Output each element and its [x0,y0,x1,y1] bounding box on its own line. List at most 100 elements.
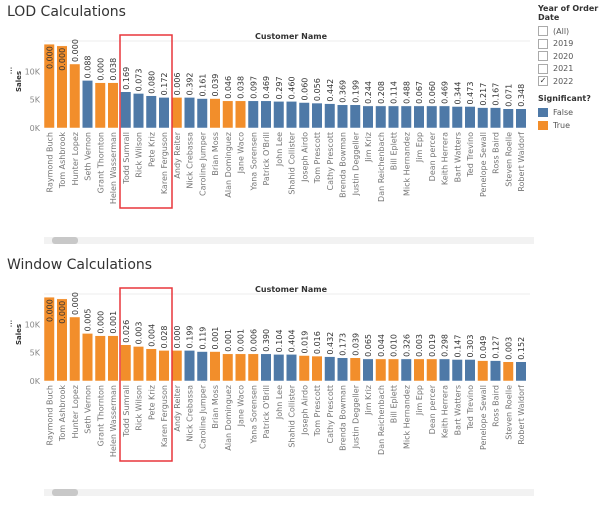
customer-name-label[interactable]: Alan Dominguez [224,132,233,198]
customer-name-label[interactable]: Brenda Bowman [339,385,348,451]
customer-name-label[interactable]: Seth Vernon [84,385,93,434]
customer-name-label[interactable]: Andy Reiter [173,131,182,178]
checkbox[interactable] [538,63,548,74]
customer-name-label[interactable]: Dan Reichenbach [377,385,386,455]
customer-name-label[interactable]: Robert Waldorf [517,385,526,445]
customer-name-label[interactable]: Karen Ferguson [160,132,169,194]
year-filter-option[interactable]: ✓ 2022 [538,75,612,88]
customer-name-label[interactable]: Mick Hernandez [402,132,411,196]
year-filter-option[interactable]: 2020 [538,50,612,63]
customer-name-label[interactable]: Justin Deggeller [351,131,360,196]
customer-name-label[interactable]: Pete Kriz [147,132,156,167]
customer-name-label[interactable]: Jane Waco [237,132,246,174]
customer-name-label[interactable]: Tom Prescott [313,385,322,437]
customer-name-label[interactable]: Shahid Collister [288,131,297,194]
customer-name-label[interactable]: Jim Kriz [364,385,373,416]
bar [196,98,208,129]
customer-name-label[interactable]: Tom Ashbrook [58,385,67,442]
customer-name-label[interactable]: Hunter Lopez [71,385,80,438]
customer-name-label[interactable]: Keith Herrera [441,385,450,438]
customer-name-label[interactable]: Ross Baird [492,385,501,427]
customer-name-label[interactable]: Rick Wilson [135,385,144,431]
customer-name-label[interactable]: Mick Hernandez [402,385,411,449]
customer-name-label[interactable]: Grant Thornton [96,385,105,446]
customer-name-label[interactable]: Caroline Jumper [198,384,207,449]
customer-name-label[interactable]: Bill Eplett [390,132,399,170]
customer-name-label[interactable]: Tom Ashbrook [58,132,67,189]
customer-name-label[interactable]: Patrick O'Brill [262,132,271,186]
customer-name-label[interactable]: Pete Kriz [147,385,156,420]
customer-name-label[interactable]: Yana Sorensen [249,385,258,444]
customer-name-label[interactable]: John Lee [275,132,284,167]
checkbox[interactable] [538,38,548,49]
customer-name-label[interactable]: Bart Watters [453,385,462,435]
window-scrollbar[interactable] [44,489,534,496]
customer-name-label[interactable]: Rick Wilson [135,132,144,178]
customer-name-label[interactable]: Todd Sumrall [122,385,131,438]
customer-name-label[interactable]: Joseph Airdo [300,385,309,436]
lod-scroll-thumb[interactable] [52,237,78,244]
customer-name-label[interactable]: Raymond Buch [45,132,54,192]
bar [515,108,527,129]
customer-name-label[interactable]: Jane Waco [237,385,246,427]
customer-name-label[interactable]: Ted Trevino [466,132,475,178]
checkbox[interactable]: ✓ [538,76,548,87]
customer-name-label[interactable]: Ted Trevino [466,385,475,431]
checkbox[interactable] [538,51,548,62]
y-tick-label: 10K [25,67,41,76]
customer-name-label[interactable]: Shahid Collister [288,384,297,447]
customer-name-label[interactable]: Steven Roelle [504,385,513,440]
customer-name-label[interactable]: Keith Herrera [441,132,450,185]
customer-name-label[interactable]: Penelope Sewall [479,132,488,197]
customer-name-label[interactable]: Tom Prescott [313,132,322,184]
customer-name-label[interactable]: Penelope Sewall [479,385,488,450]
customer-name-label[interactable]: John Lee [275,385,284,420]
customer-name-label[interactable]: Jim Epp [415,385,424,416]
customer-name-label[interactable]: Justin Deggeller [351,384,360,449]
customer-name-label[interactable]: Caroline Jumper [198,131,207,196]
customer-name-label[interactable]: Andy Reiter [173,384,182,431]
customer-name-label[interactable]: Nick Crebassa [186,132,195,189]
customer-name-label[interactable]: Brian Moss [211,132,220,176]
legend-item[interactable]: False [538,106,612,119]
customer-name-label[interactable]: Brian Moss [211,385,220,429]
customer-name-label[interactable]: Grant Thornton [96,132,105,193]
customer-name-label[interactable]: Cathy Prescott [326,385,335,443]
lod-scrollbar[interactable] [44,237,534,244]
customer-name-label[interactable]: Hunter Lopez [71,132,80,185]
data-label: 0.006 [173,72,182,95]
window-scroll-thumb[interactable] [52,489,78,496]
customer-name-label[interactable]: Todd Sumrall [122,132,131,185]
customer-name-label[interactable]: Robert Waldorf [517,132,526,192]
customer-name-label[interactable]: Karen Ferguson [160,385,169,447]
customer-name-label[interactable]: Jim Kriz [364,132,373,163]
customer-name-label[interactable]: Bart Watters [453,132,462,182]
customer-name-label[interactable]: Helen Wasserman [109,385,118,457]
customer-name-label[interactable]: Jim Epp [415,132,424,163]
legend-item[interactable]: True [538,119,612,132]
customer-name-label[interactable]: Seth Vernon [84,132,93,181]
y-tick-label: 5K [30,349,41,358]
customer-name-label[interactable]: Alan Dominguez [224,385,233,451]
customer-name-label[interactable]: Ross Baird [492,132,501,174]
customer-name-label[interactable]: Steven Roelle [504,132,513,187]
customer-name-label[interactable]: Cathy Prescott [326,132,335,190]
bar [298,102,310,129]
customer-name-label[interactable]: Nick Crebassa [186,385,195,442]
customer-name-label[interactable]: Raymond Buch [45,385,54,445]
customer-name-label[interactable]: Yana Sorensen [249,132,258,191]
data-label: 0.473 [466,82,475,105]
year-filter-option[interactable]: (All) [538,25,612,38]
year-filter-option[interactable]: 2019 [538,38,612,51]
customer-name-label[interactable]: Dean percer [428,384,437,434]
checkbox[interactable] [538,26,548,37]
customer-name-label[interactable]: Helen Wasserman [109,132,118,204]
customer-name-label[interactable]: Bill Eplett [390,385,399,423]
year-filter-option[interactable]: 2021 [538,63,612,76]
customer-name-label[interactable]: Joseph Airdo [300,132,309,183]
bar [490,107,501,129]
customer-name-label[interactable]: Brenda Bowman [339,132,348,198]
customer-name-label[interactable]: Dean percer [428,131,437,181]
customer-name-label[interactable]: Dan Reichenbach [377,132,386,202]
customer-name-label[interactable]: Patrick O'Brill [262,385,271,439]
